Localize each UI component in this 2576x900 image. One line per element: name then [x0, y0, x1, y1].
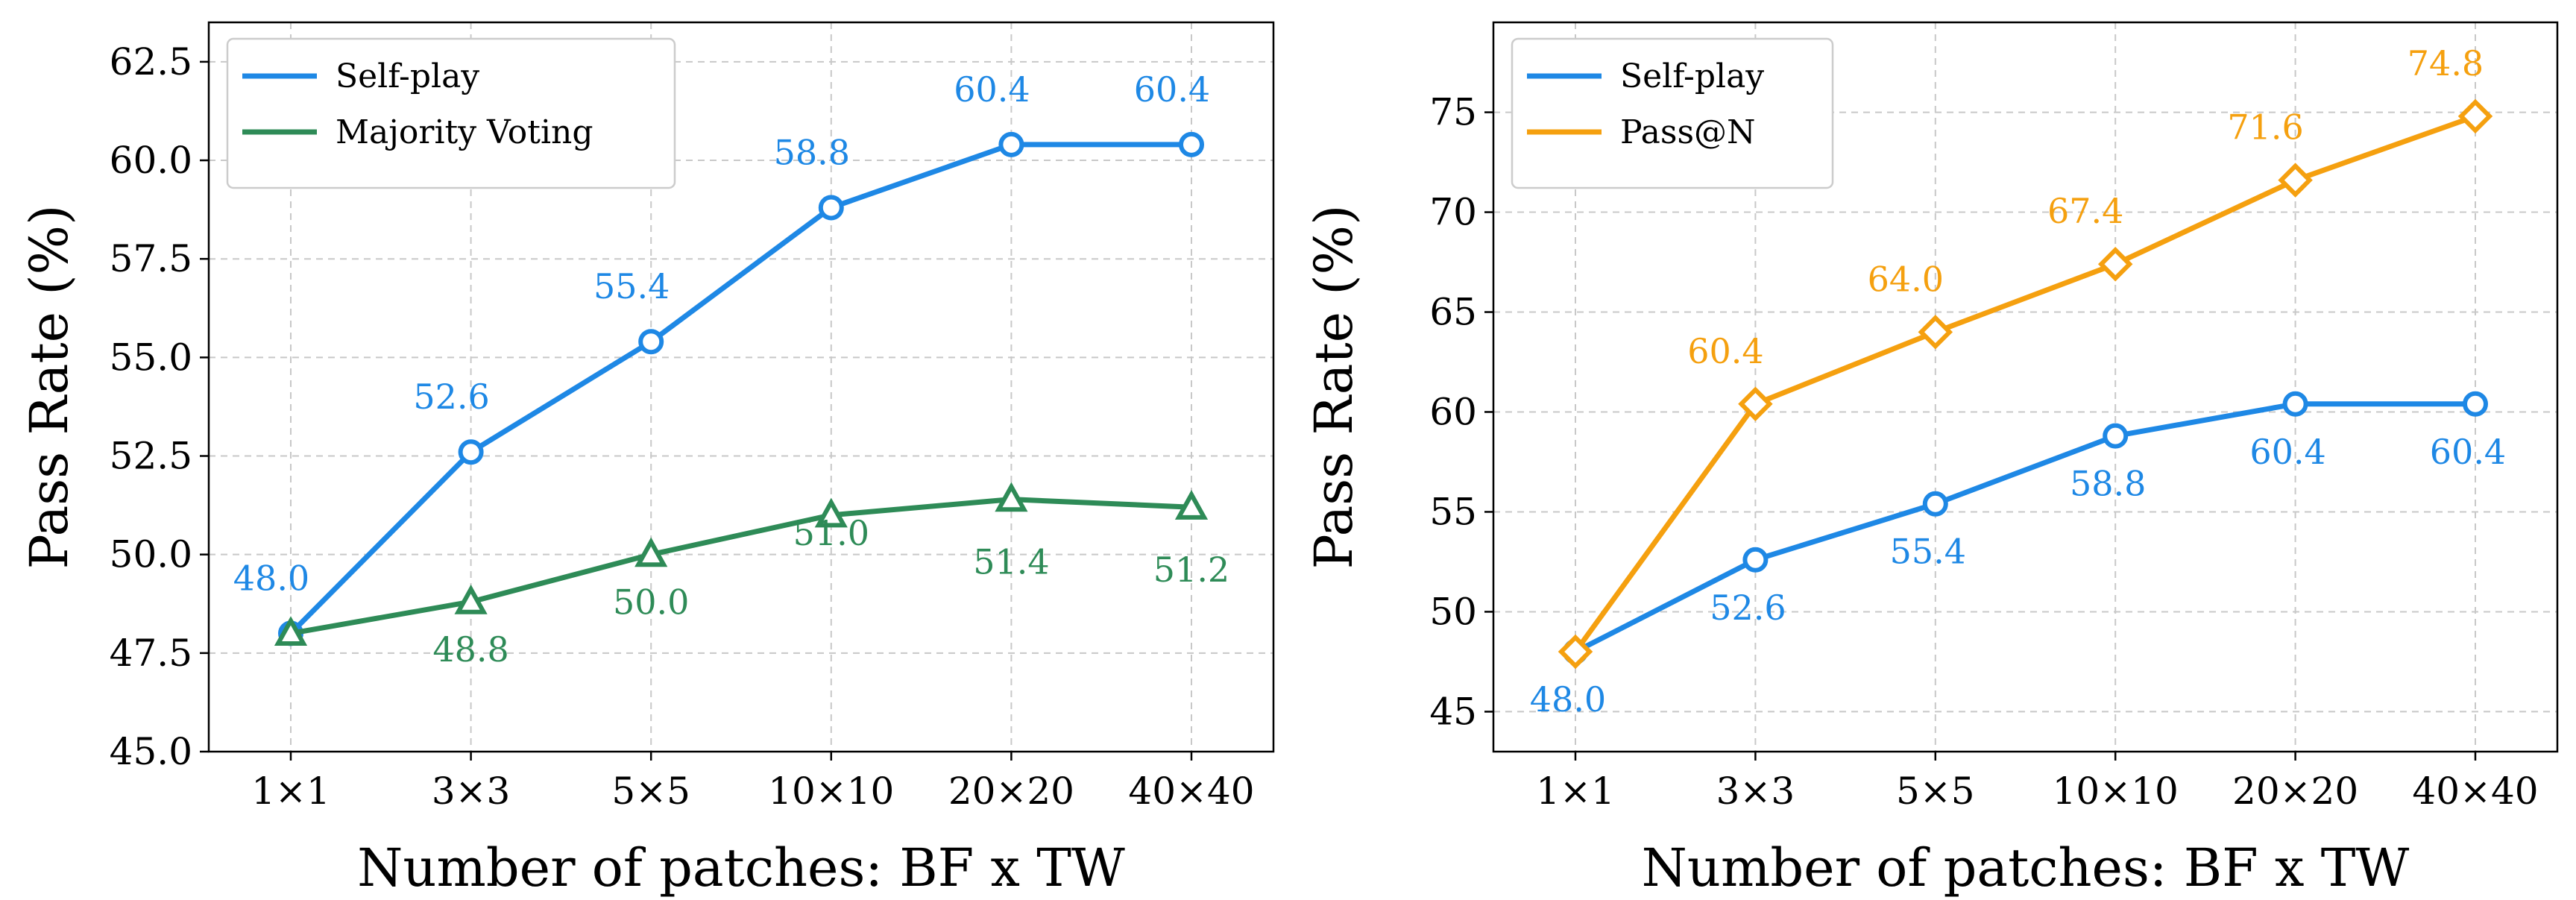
y-tick-label: 55.0 [110, 336, 192, 379]
plot-frame [1492, 21, 2559, 753]
data-label: 58.8 [2070, 464, 2146, 504]
legend-label: Self-play [1620, 57, 1764, 95]
y-tick-label: 60 [1429, 390, 1477, 433]
data-label: 64.0 [1868, 259, 1944, 299]
data-point [458, 439, 484, 465]
data-point [1558, 634, 1593, 670]
series-line-self-play [1574, 401, 2475, 655]
x-tick-label: 10×10 [768, 770, 894, 813]
data-label: 55.4 [1890, 532, 1966, 572]
y-tick-label: 50.0 [110, 533, 192, 576]
data-label: 52.6 [1710, 588, 1786, 628]
data-label: 60.4 [954, 69, 1030, 110]
data-point [995, 482, 1028, 512]
data-label: 60.4 [2249, 432, 2325, 472]
data-point [998, 131, 1024, 157]
legend-box [226, 37, 676, 189]
series-line-self-play [289, 142, 1191, 635]
series-line-pass-n [1573, 113, 2477, 654]
x-axis-label: Number of patches: BF x TW [357, 837, 1125, 899]
data-point [818, 195, 844, 221]
x-tick-label: 5×5 [611, 770, 690, 813]
data-label: 51.0 [793, 513, 869, 553]
x-tick-label: 40×40 [1128, 770, 1254, 813]
x-tick-label: 5×5 [1896, 770, 1975, 813]
chart-panel-2: 45 50 55 60 65 70 75 1×1 3×3 5×5 10×10 20×20 40×40Nu… [1303, 21, 2559, 899]
y-tick-label: 45 [1429, 690, 1477, 733]
chart-panel-1: 45.0 47.5 50.0 52.5 55.0 57.5 60.0 62.5 1×1 3×3 5×… [19, 21, 1275, 899]
y-tick-label: 50 [1429, 590, 1477, 633]
data-point [2463, 391, 2488, 417]
data-point [2097, 246, 2133, 282]
data-label: 60.4 [2430, 432, 2506, 472]
y-tick-label: 57.5 [110, 237, 192, 280]
legend: Self-play Pass@N [1511, 37, 1834, 189]
data-point [634, 537, 668, 567]
data-point [2457, 98, 2493, 134]
data-label: 51.2 [1153, 550, 1229, 590]
y-axis-label: Pass Rate (%) [1303, 205, 1364, 570]
x-tick-label: 40×40 [2412, 770, 2538, 813]
data-point [454, 584, 488, 614]
data-point [638, 329, 664, 355]
data-label: 67.4 [2047, 191, 2123, 231]
x-tick-label: 20×20 [948, 770, 1074, 813]
x-tick-label: 10×10 [2053, 770, 2179, 813]
x-tick-label: 1×1 [251, 770, 330, 813]
data-label: 48.0 [1530, 679, 1606, 720]
legend: Self-play Majority Voting [226, 37, 676, 189]
data-point [1174, 490, 1209, 520]
x-tick-label: 3×3 [432, 770, 511, 813]
y-tick-label: 45.0 [110, 730, 192, 773]
y-tick-label: 47.5 [110, 632, 192, 675]
data-label: 60.4 [1134, 69, 1210, 110]
data-label: 74.8 [2407, 43, 2484, 84]
y-tick-label: 75 [1429, 91, 1477, 134]
data-label: 71.6 [2227, 107, 2303, 148]
data-point [1179, 131, 1204, 157]
data-point [1922, 491, 1948, 517]
x-tick-label: 3×3 [1716, 770, 1795, 813]
data-point [274, 616, 308, 646]
legend-label: Majority Voting [336, 113, 593, 151]
data-label: 48.8 [432, 629, 508, 670]
y-tick-label: 65 [1429, 291, 1477, 334]
plot-frame [207, 21, 1275, 753]
x-axis-label: Number of patches: BF x TW [1642, 837, 2410, 899]
data-label: 50.0 [613, 582, 689, 623]
data-point [814, 497, 848, 528]
y-tick-label: 62.5 [110, 40, 192, 84]
data-label: 52.6 [413, 377, 489, 417]
x-tick-label: 20×20 [2232, 770, 2358, 813]
series-line-majority-voting [290, 497, 1192, 636]
data-label: 51.4 [973, 542, 1049, 582]
data-label: 55.4 [593, 266, 670, 306]
data-label: 58.8 [774, 132, 850, 172]
data-point [2103, 423, 2129, 449]
data-point [2282, 391, 2308, 417]
y-tick-label: 60.0 [110, 139, 192, 182]
data-label: 48.0 [233, 558, 309, 598]
data-point [1918, 315, 1953, 350]
legend-label: Self-play [336, 57, 479, 95]
data-point [1738, 386, 1773, 422]
data-point [2278, 163, 2313, 198]
data-label: 60.4 [1687, 331, 1763, 371]
data-point [1742, 547, 1769, 573]
x-tick-label: 1×1 [1536, 770, 1615, 813]
y-tick-label: 52.5 [110, 435, 192, 478]
y-axis-label: Pass Rate (%) [19, 205, 80, 570]
legend-label: Pass@N [1620, 113, 1756, 151]
y-tick-label: 70 [1429, 191, 1477, 234]
y-tick-label: 55 [1429, 490, 1477, 533]
